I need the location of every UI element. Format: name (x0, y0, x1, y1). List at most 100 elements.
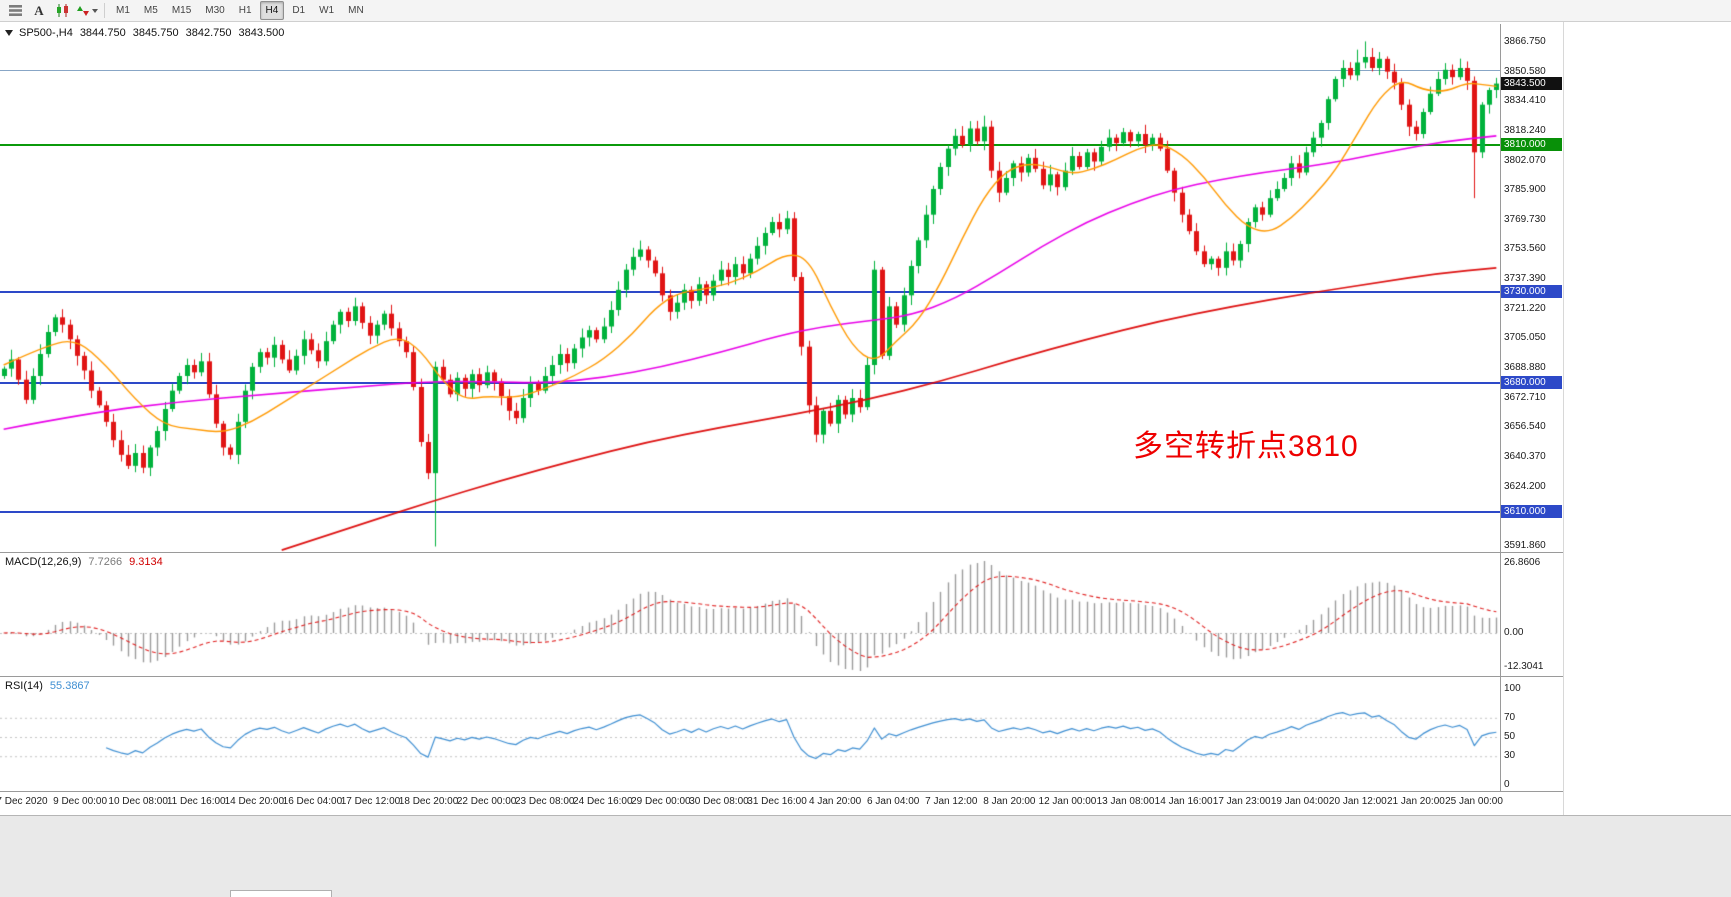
rsi-axis: 100 70 50 30 0 (1501, 677, 1563, 791)
symbol-timeframe-label: SP500-,H4 (19, 27, 73, 39)
chart-type-icon[interactable] (52, 1, 74, 21)
price-tick-label: 3785.900 (1504, 184, 1546, 196)
timeframe-h4[interactable]: H4 (259, 1, 285, 20)
time-axis-label: 7 Dec 2020 (0, 796, 48, 807)
current-price-badge: 3843.500 (1501, 76, 1562, 90)
price-tick-label: 3753.560 (1504, 243, 1546, 255)
timeframe-m5[interactable]: M5 (143, 5, 158, 16)
time-axis-label: 22 Dec 00:00 (456, 796, 517, 807)
price-tick-label: 3624.200 (1504, 480, 1546, 492)
timeframe-w1[interactable]: W1 (319, 5, 335, 16)
collapse-triangle-icon[interactable] (5, 30, 13, 36)
price-tick-label: 3834.410 (1504, 95, 1546, 107)
time-axis-label: 24 Dec 16:00 (573, 796, 633, 807)
chart-annotation-text[interactable]: 多空转折点3810 (1133, 430, 1359, 463)
time-axis-label: 17 Jan 23:00 (1212, 796, 1271, 807)
time-axis-label: 29 Dec 00:00 (631, 796, 691, 807)
ohlc-close: 3843.500 (238, 27, 285, 39)
macd-panel[interactable]: MACD(12,26,9) 7.7266 9.3134 (0, 553, 1500, 676)
price-tick-label: 3705.050 (1504, 332, 1546, 344)
panel-splitter[interactable] (0, 791, 1563, 792)
toolbar: A M1 M5 M15 M30 H1 H4 D1 W1 MN (0, 0, 1731, 22)
hline-price-badge: 3610.000 (1501, 504, 1562, 518)
candlestick-canvas[interactable] (0, 24, 1500, 552)
time-axis-label: 20 Jan 12:00 (1328, 796, 1387, 807)
chevron-down-icon (92, 8, 98, 13)
timeframe-group: M1 M5 M15 M30 H1 H4 D1 W1 MN (109, 1, 371, 20)
macd-label: MACD(12,26,9) 7.7266 9.3134 (5, 556, 163, 568)
time-axis-label: 31 Dec 16:00 (747, 796, 807, 807)
status-bar (0, 815, 1731, 897)
price-tick-label: 3640.370 (1504, 450, 1546, 462)
font-tool-button[interactable]: A (34, 2, 44, 18)
timeframe-mn[interactable]: MN (348, 5, 364, 16)
time-axis-label: 25 Jan 00:00 (1445, 796, 1503, 807)
axis-border (1500, 24, 1501, 792)
price-tick-label: 3850.580 (1504, 65, 1546, 77)
indicators-dropdown-icon[interactable] (76, 1, 99, 21)
time-axis-label: 30 Dec 08:00 (689, 796, 749, 807)
ohlc-low: 3842.750 (185, 27, 232, 39)
time-axis-label: 11 Dec 16:00 (166, 796, 226, 807)
macd-tick-label: -12.3041 (1504, 661, 1544, 672)
time-axis-label: 14 Jan 16:00 (1154, 796, 1213, 807)
rsi-tick-label: 30 (1504, 750, 1516, 762)
macd-signal-value: 9.3134 (129, 556, 163, 568)
time-axis-label: 6 Jan 04:00 (867, 796, 920, 807)
rsi-tick-label: 70 (1504, 711, 1516, 723)
scrollbar-thumb[interactable] (230, 890, 332, 897)
macd-main-value: 7.7266 (88, 556, 123, 568)
macd-canvas[interactable] (0, 553, 1500, 676)
time-axis-label: 19 Jan 04:00 (1270, 796, 1329, 807)
price-tick-label: 3769.730 (1504, 213, 1546, 225)
rsi-value: 55.3867 (49, 680, 90, 692)
timeframe-h1[interactable]: H1 (238, 5, 252, 16)
rsi-name: RSI(14) (5, 680, 43, 692)
time-axis-label: 13 Jan 08:00 (1096, 796, 1155, 807)
hline-price-badge: 3680.000 (1501, 376, 1562, 390)
price-tick-label: 3688.880 (1504, 362, 1546, 374)
hline-price-badge: 3810.000 (1501, 138, 1562, 151)
rsi-tick-label: 100 (1504, 683, 1521, 694)
timeframe-d1[interactable]: D1 (292, 5, 306, 16)
rsi-label: RSI(14) 55.3867 (5, 680, 90, 692)
timeframe-m30[interactable]: M30 (205, 5, 225, 16)
price-axis[interactable]: 3866.750 3850.580 3834.410 3818.240 3802.070… (1501, 24, 1563, 552)
panel-splitter[interactable] (0, 552, 1563, 553)
time-axis-label: 23 Dec 08:00 (514, 796, 575, 807)
rsi-canvas[interactable] (0, 677, 1500, 791)
timeframe-m15[interactable]: M15 (171, 5, 192, 16)
time-axis-label: 9 Dec 00:00 (53, 796, 108, 807)
timeframe-m1[interactable]: M1 (116, 5, 130, 16)
time-axis-label: 7 Jan 12:00 (925, 796, 978, 807)
price-tick-label: 3802.070 (1504, 154, 1546, 166)
time-axis-label: 10 Dec 08:00 (108, 796, 168, 807)
time-axis-label: 16 Dec 04:00 (282, 796, 343, 807)
main-chart-panel[interactable]: SP500-,H4 3844.750 3845.750 3842.750 384… (0, 24, 1500, 552)
macd-axis: 26.8606 0.00 -12.3041 (1501, 553, 1563, 676)
windows-layout-icon[interactable] (4, 1, 26, 21)
ohlc-open: 3844.750 (79, 27, 126, 39)
macd-name: MACD(12,26,9) (5, 556, 82, 568)
time-axis-label: 8 Jan 20:00 (983, 796, 1036, 807)
price-tick-label: 3818.240 (1504, 124, 1546, 136)
window-right-border (1563, 22, 1564, 815)
time-axis-label: 4 Jan 20:00 (808, 796, 862, 807)
rsi-tick-label: 0 (1504, 779, 1510, 790)
time-axis-label: 14 Dec 20:00 (224, 796, 285, 807)
price-tick-label: 3591.860 (1504, 539, 1546, 551)
time-axis[interactable]: 7 Dec 2020 9 Dec 00:00 10 Dec 08:00 11 Dec … (0, 792, 1563, 815)
price-tick-label: 3672.710 (1504, 391, 1546, 403)
price-tick-label: 3656.540 (1504, 421, 1546, 433)
chart-title: SP500-,H4 3844.750 3845.750 3842.750 384… (5, 27, 291, 39)
time-axis-label: 21 Jan 20:00 (1386, 796, 1445, 807)
rsi-panel[interactable]: RSI(14) 55.3867 (0, 677, 1500, 791)
time-axis-label: 18 Dec 20:00 (398, 796, 459, 807)
price-tick-label: 3721.220 (1504, 302, 1546, 314)
panel-splitter[interactable] (0, 676, 1563, 677)
time-axis-label: 17 Dec 12:00 (340, 796, 401, 807)
macd-tick-label: 26.8606 (1504, 557, 1541, 568)
ohlc-high: 3845.750 (132, 27, 179, 39)
price-tick-label: 3737.390 (1504, 273, 1546, 285)
